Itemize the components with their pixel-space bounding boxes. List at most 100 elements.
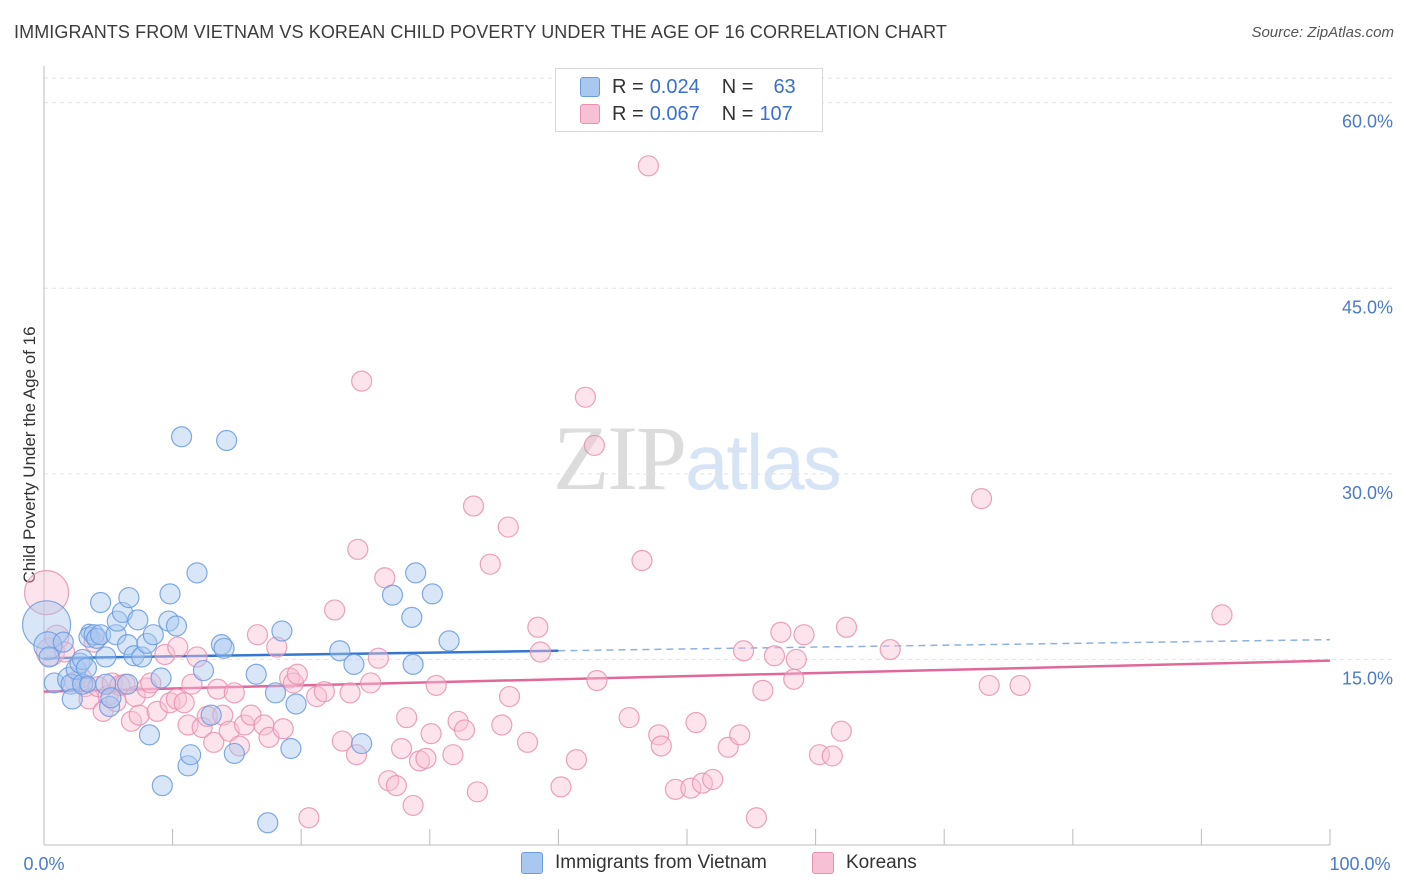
data-point-koreans (374, 567, 396, 589)
data-point-koreans (821, 745, 843, 767)
data-point-vietnam (136, 632, 158, 654)
bottom-legend-label-koreans: Koreans (846, 852, 917, 873)
data-point-koreans (529, 641, 551, 663)
data-point-vietnam (171, 426, 193, 448)
data-point-vietnam (216, 429, 238, 452)
data-point-vietnam (116, 633, 139, 656)
x-tick-label-min: 0.0% (23, 854, 64, 874)
data-point-vietnam (264, 682, 287, 704)
data-point-vietnam (83, 624, 105, 646)
data-point-koreans (313, 680, 335, 703)
y-tick-label: 15.0% (1342, 668, 1393, 688)
legend-n-value-vietnam: 63 (773, 75, 796, 98)
data-point-vietnam (351, 732, 373, 755)
data-point-koreans (835, 616, 858, 638)
data-point-koreans (729, 724, 751, 746)
y-tick-label: 30.0% (1342, 483, 1393, 503)
data-point-vietnam (405, 562, 427, 584)
data-point-vietnam (138, 724, 161, 746)
bottom-legend-koreans: Koreans (812, 852, 917, 874)
chart-title: IMMIGRANTS FROM VIETNAM VS KOREAN CHILD … (14, 22, 947, 42)
data-point-koreans (286, 663, 308, 685)
data-point-vietnam (71, 673, 94, 695)
data-point-vietnam (245, 663, 267, 685)
data-point-vietnam (100, 687, 122, 709)
data-point-koreans (583, 434, 606, 457)
data-point-vietnam (52, 631, 74, 653)
data-point-koreans (466, 781, 488, 803)
data-point-koreans (396, 706, 418, 729)
data-point-koreans (186, 646, 208, 668)
data-point-vietnam (123, 645, 145, 667)
data-point-koreans (1211, 604, 1233, 626)
data-point-koreans (351, 370, 373, 392)
data-point-vietnam (165, 615, 188, 637)
data-point-koreans (207, 678, 229, 700)
watermark: ZIPatlas (553, 405, 842, 511)
axes (43, 66, 1331, 846)
data-point-koreans (680, 777, 702, 799)
data-point-vietnam (285, 693, 307, 715)
data-point-vietnam (79, 675, 97, 693)
data-point-koreans (324, 599, 346, 621)
watermark-zip: ZIP (553, 407, 687, 509)
data-point-vietnam (131, 646, 153, 668)
data-point-koreans (447, 710, 469, 732)
data-point-koreans (1009, 674, 1031, 697)
data-point-koreans (425, 674, 447, 697)
data-point-koreans (298, 807, 320, 829)
data-point-koreans (793, 624, 815, 646)
data-point-koreans (154, 643, 176, 666)
data-point-koreans (360, 672, 382, 694)
data-point-koreans (879, 638, 901, 661)
data-points (21, 155, 1233, 834)
data-point-vietnam (95, 646, 117, 668)
watermark-atlas: atlas (685, 418, 842, 506)
data-point-koreans (497, 516, 519, 538)
data-point-vietnam (98, 695, 121, 718)
data-point-koreans (191, 716, 213, 739)
data-point-koreans (420, 723, 442, 745)
legend-swatch-koreans (580, 104, 600, 124)
data-point-koreans (367, 647, 389, 669)
legend-r-label: R = (612, 102, 644, 125)
data-point-koreans (770, 621, 792, 643)
data-point-koreans (637, 155, 660, 177)
data-point-koreans (550, 776, 572, 798)
data-point-koreans (385, 775, 407, 797)
data-point-vietnam (180, 744, 202, 766)
data-point-koreans (124, 685, 146, 708)
data-point-koreans (203, 731, 225, 753)
bottom-legend-vietnam: Immigrants from Vietnam (521, 852, 767, 874)
bottom-legend-swatch-vietnam (521, 852, 543, 874)
data-point-koreans (785, 648, 807, 671)
data-point-vietnam (116, 673, 139, 695)
data-point-koreans (586, 669, 608, 692)
data-point-vietnam (257, 812, 279, 834)
data-point-vietnam (142, 624, 164, 646)
trend-lines (43, 638, 1331, 693)
trend-line-koreans (43, 659, 1331, 693)
data-point-koreans (565, 749, 588, 771)
gridlines (44, 77, 1395, 660)
data-point-vietnam (38, 646, 60, 668)
data-point-koreans (140, 672, 162, 694)
data-point-vietnam (210, 633, 233, 656)
data-point-koreans (618, 706, 640, 729)
data-point-koreans (212, 704, 234, 726)
data-point-koreans (479, 553, 501, 575)
legend-row-koreans: R = 0.067 N = 107 (580, 102, 793, 126)
data-point-vietnam (150, 667, 172, 689)
legend-row-vietnam: R = 0.024 N = 63 (580, 75, 796, 99)
data-point-koreans (146, 700, 168, 722)
data-point-vietnam (186, 562, 208, 584)
legend: R = 0.024 N = 63 R = 0.067 N = 107 (555, 68, 823, 132)
data-point-koreans (453, 719, 476, 741)
legend-n-label: N = (721, 102, 754, 125)
data-point-vietnam (95, 673, 117, 695)
data-point-koreans (745, 807, 768, 829)
data-point-koreans (345, 744, 368, 766)
data-point-koreans (167, 636, 189, 658)
data-point-vietnam (89, 624, 112, 646)
data-point-koreans (574, 386, 597, 408)
